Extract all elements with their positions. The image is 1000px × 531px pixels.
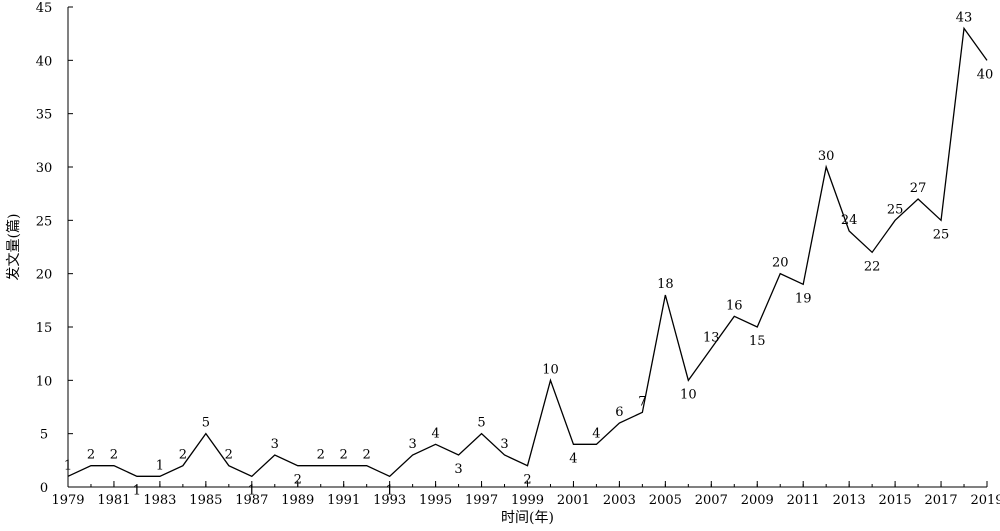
data-label: 10 xyxy=(680,387,697,402)
data-label: 3 xyxy=(454,462,462,477)
x-tick-label: 2015 xyxy=(879,493,912,508)
data-label: 2 xyxy=(294,473,302,488)
x-tick-label: 2011 xyxy=(787,493,820,508)
x-tick-label: 1985 xyxy=(189,493,222,508)
series-line xyxy=(67,26,988,478)
data-label: 10 xyxy=(542,362,559,377)
data-label: 16 xyxy=(726,298,743,313)
x-tick-label: 1991 xyxy=(327,493,360,508)
data-label: 2 xyxy=(87,448,95,463)
data-label: 22 xyxy=(864,259,881,274)
x-tick-label: 1997 xyxy=(465,493,498,508)
data-label: 24 xyxy=(841,213,858,228)
data-label: 2 xyxy=(523,473,531,488)
x-tick-label: 1983 xyxy=(143,493,176,508)
data-label: 3 xyxy=(408,437,416,452)
x-tick-label: 2009 xyxy=(741,493,774,508)
data-label: 1 xyxy=(64,458,72,473)
y-tick-label: 20 xyxy=(36,268,53,283)
data-label: 43 xyxy=(956,10,973,25)
x-tick-label: 2019 xyxy=(970,493,1000,508)
y-tick-label: 30 xyxy=(36,161,53,176)
data-label: 2 xyxy=(317,448,325,463)
y-tick-label: 5 xyxy=(40,428,48,443)
data-label: 2 xyxy=(363,448,371,463)
y-tick-label: 35 xyxy=(36,108,53,123)
data-label: 27 xyxy=(910,181,927,196)
x-tick-label: 2005 xyxy=(649,493,682,508)
data-label: 40 xyxy=(977,67,994,82)
y-axis-title: 发文量(篇) xyxy=(6,214,22,281)
x-tick-label: 1995 xyxy=(419,493,452,508)
data-label: 2 xyxy=(179,448,187,463)
data-label: 4 xyxy=(569,451,577,466)
x-axis-title: 时间(年) xyxy=(501,510,554,526)
data-label: 3 xyxy=(271,437,279,452)
data-label: 1 xyxy=(248,483,256,498)
data-label: 2 xyxy=(340,448,348,463)
x-tick-label: 1999 xyxy=(511,493,544,508)
data-label: 15 xyxy=(749,334,766,349)
data-label: 6 xyxy=(615,405,623,420)
data-label: 5 xyxy=(202,416,210,431)
data-label: 2 xyxy=(110,448,118,463)
series-line-group xyxy=(67,26,988,478)
data-label: 2 xyxy=(225,448,233,463)
x-tick-label: 1981 xyxy=(97,493,130,508)
x-tick-label: 1993 xyxy=(373,493,406,508)
data-label: 7 xyxy=(638,394,646,409)
data-label: 18 xyxy=(657,277,674,292)
y-axis-ticks: 0 5 10 15 20 25 30 35 40 45 xyxy=(36,1,73,496)
data-label: 1 xyxy=(386,483,394,498)
data-label: 25 xyxy=(933,227,950,242)
x-tick-label: 1989 xyxy=(281,493,314,508)
data-label: 13 xyxy=(703,330,720,345)
y-tick-label: 25 xyxy=(36,214,53,229)
x-tick-label: 2017 xyxy=(925,493,958,508)
x-tick-label: 2007 xyxy=(695,493,728,508)
y-tick-label: 40 xyxy=(36,54,53,69)
x-tick-label: 2001 xyxy=(557,493,590,508)
data-label: 1 xyxy=(133,483,141,498)
data-label: 30 xyxy=(818,149,835,164)
y-tick-label: 0 xyxy=(40,481,48,496)
data-label: 4 xyxy=(431,426,439,441)
x-tick-label: 1979 xyxy=(51,493,84,508)
data-label: 20 xyxy=(772,256,789,271)
x-tick-label: 2013 xyxy=(833,493,866,508)
data-label: 4 xyxy=(592,426,600,441)
x-tick-label: 1987 xyxy=(235,493,268,508)
y-tick-label: 15 xyxy=(36,321,53,336)
data-label: 25 xyxy=(887,202,904,217)
y-tick-label: 45 xyxy=(36,1,53,16)
data-label: 3 xyxy=(500,437,508,452)
y-tick-label: 10 xyxy=(36,374,53,389)
x-tick-label: 2003 xyxy=(603,493,636,508)
data-label: 19 xyxy=(795,291,812,306)
data-label: 5 xyxy=(477,416,485,431)
data-label: 1 xyxy=(156,458,164,473)
x-axis-ticks: 1979 1981 1983 1985 1987 1989 1991 1993 1995 1997… xyxy=(51,481,1000,508)
